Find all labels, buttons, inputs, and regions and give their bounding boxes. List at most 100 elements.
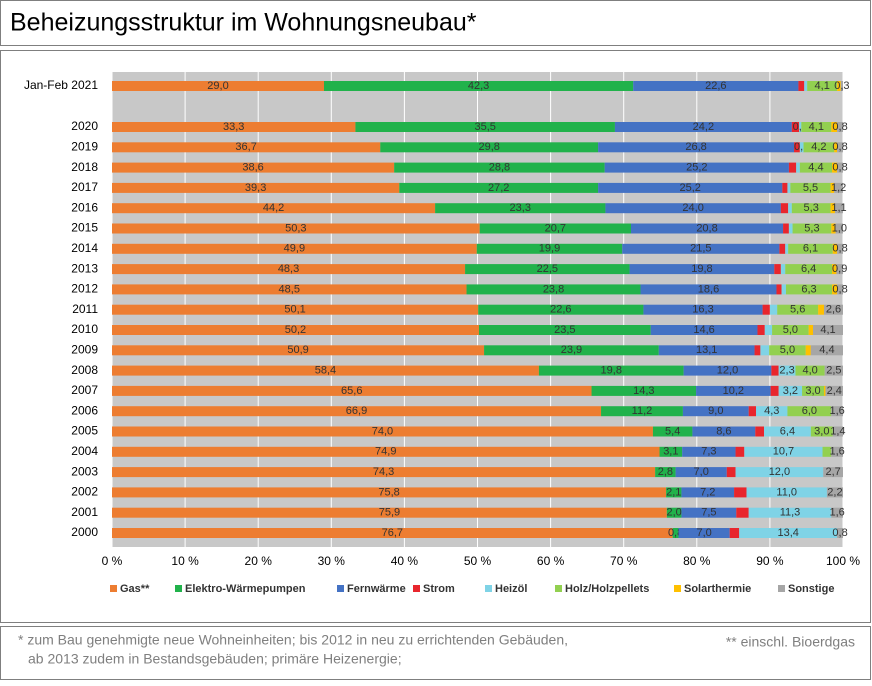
x-tick-label: 100 % [826, 554, 860, 568]
bar-segment [794, 142, 800, 153]
bar-segment [837, 122, 843, 132]
legend-swatch [555, 585, 562, 592]
bar-segment [830, 203, 835, 214]
y-tick-label: 2010 [71, 322, 98, 336]
bar-segment [692, 426, 756, 437]
value-label: 2,5 [826, 365, 841, 377]
bar-segment [778, 365, 796, 376]
y-tick-label: 2020 [71, 119, 98, 133]
value-label: 7,0 [696, 527, 711, 539]
bar-segment [538, 365, 684, 376]
value-label: 4,4 [819, 344, 834, 356]
legend-label: Elektro-Wärmepumpen [185, 583, 306, 595]
bar-segment [780, 203, 789, 214]
bar-segment [479, 223, 632, 234]
bar-segment [783, 223, 789, 234]
value-label: 1,6 [830, 405, 845, 417]
bar-segment [355, 122, 615, 132]
value-label: 23,3 [510, 202, 531, 214]
bar-segment [112, 507, 667, 518]
value-label: 0,8 [832, 141, 847, 153]
bar-segment [658, 345, 755, 356]
footnote: ab 2013 zudem in Bestandsgebäuden; primä… [28, 651, 402, 667]
bar-segment [831, 223, 836, 234]
value-label: 4,1 [809, 121, 824, 133]
bar-segment [734, 487, 747, 498]
legend-label: Sonstige [788, 583, 834, 595]
bar-segment [666, 487, 682, 498]
y-tick-label: 2002 [71, 485, 98, 499]
value-label: 22,5 [537, 263, 558, 275]
bar-segment [736, 507, 749, 518]
value-label: 3,1 [663, 446, 678, 458]
bar-segment [672, 528, 679, 538]
bar-segment [380, 142, 599, 153]
value-label: 6,0 [802, 405, 817, 417]
bar-segment [777, 304, 819, 315]
legend-swatch [674, 585, 681, 592]
value-label: 7,5 [701, 507, 716, 519]
bar-segment [696, 385, 771, 396]
bar-segment [823, 385, 826, 396]
bar-segment [787, 406, 832, 417]
legend-label: Strom [423, 583, 455, 595]
bar-segment [834, 182, 843, 193]
y-tick-label: 2013 [71, 261, 98, 275]
value-label: 8,6 [716, 425, 731, 437]
bar-segment [605, 203, 781, 214]
value-label: 11,0 [776, 486, 797, 498]
value-label: 75,9 [379, 507, 400, 519]
legend-swatch [175, 585, 182, 592]
bar-segment [650, 325, 758, 335]
value-label: 11,3 [780, 507, 801, 519]
bar-segment [399, 182, 599, 193]
value-label: 4,1 [820, 324, 835, 336]
value-label: 50,9 [287, 344, 308, 356]
bar-segment [772, 325, 809, 335]
value-label: 2,0 [666, 507, 681, 519]
value-label: 23,8 [543, 283, 564, 295]
bar-segment [832, 284, 838, 295]
bar-segment [832, 243, 838, 254]
bar-segment [756, 406, 788, 417]
legend-label: Solarthermie [684, 583, 751, 595]
value-label: 21,5 [690, 243, 711, 255]
value-label: 2,3 [779, 365, 794, 377]
y-tick-label: 2016 [71, 200, 98, 214]
bar-segment [746, 487, 827, 498]
value-label: 0,8 [832, 283, 847, 295]
y-tick-label: 2006 [71, 403, 98, 417]
bar-segment [795, 365, 825, 376]
bar-segment [835, 223, 843, 234]
value-label: 19,8 [601, 365, 622, 377]
bar-segment [112, 426, 653, 437]
bar-segment [837, 243, 843, 254]
value-label: 2,6 [826, 304, 841, 316]
value-label: 19,8 [691, 263, 712, 275]
bar-segment [601, 406, 683, 417]
value-label: 50,2 [285, 324, 306, 336]
value-label: 28,8 [489, 162, 510, 174]
bar-segment [112, 487, 667, 498]
bar-segment [760, 345, 770, 356]
value-label: 13,4 [777, 527, 798, 539]
value-label: 74,9 [375, 446, 396, 458]
bar-segment [824, 365, 843, 376]
bar-segment [832, 162, 838, 173]
value-label: 39,3 [245, 182, 266, 194]
value-label: 1,0 [832, 222, 847, 234]
bar-segment [435, 203, 606, 214]
bar-segment [778, 385, 803, 396]
value-label: 76,7 [382, 527, 403, 539]
legend-label: Gas** [120, 583, 150, 595]
footnote: ** einschl. Bioerdgas [726, 634, 855, 650]
value-label: 24,2 [693, 121, 714, 133]
x-tick-label: 0 % [102, 554, 123, 568]
value-label: 75,8 [378, 486, 399, 498]
value-label: 0,3 [834, 80, 849, 92]
bar-segment [112, 467, 656, 478]
x-tick-label: 90 % [756, 554, 784, 568]
value-label: 7,0 [694, 466, 709, 478]
value-label: 1,6 [830, 446, 845, 458]
bar-segment [631, 223, 784, 234]
